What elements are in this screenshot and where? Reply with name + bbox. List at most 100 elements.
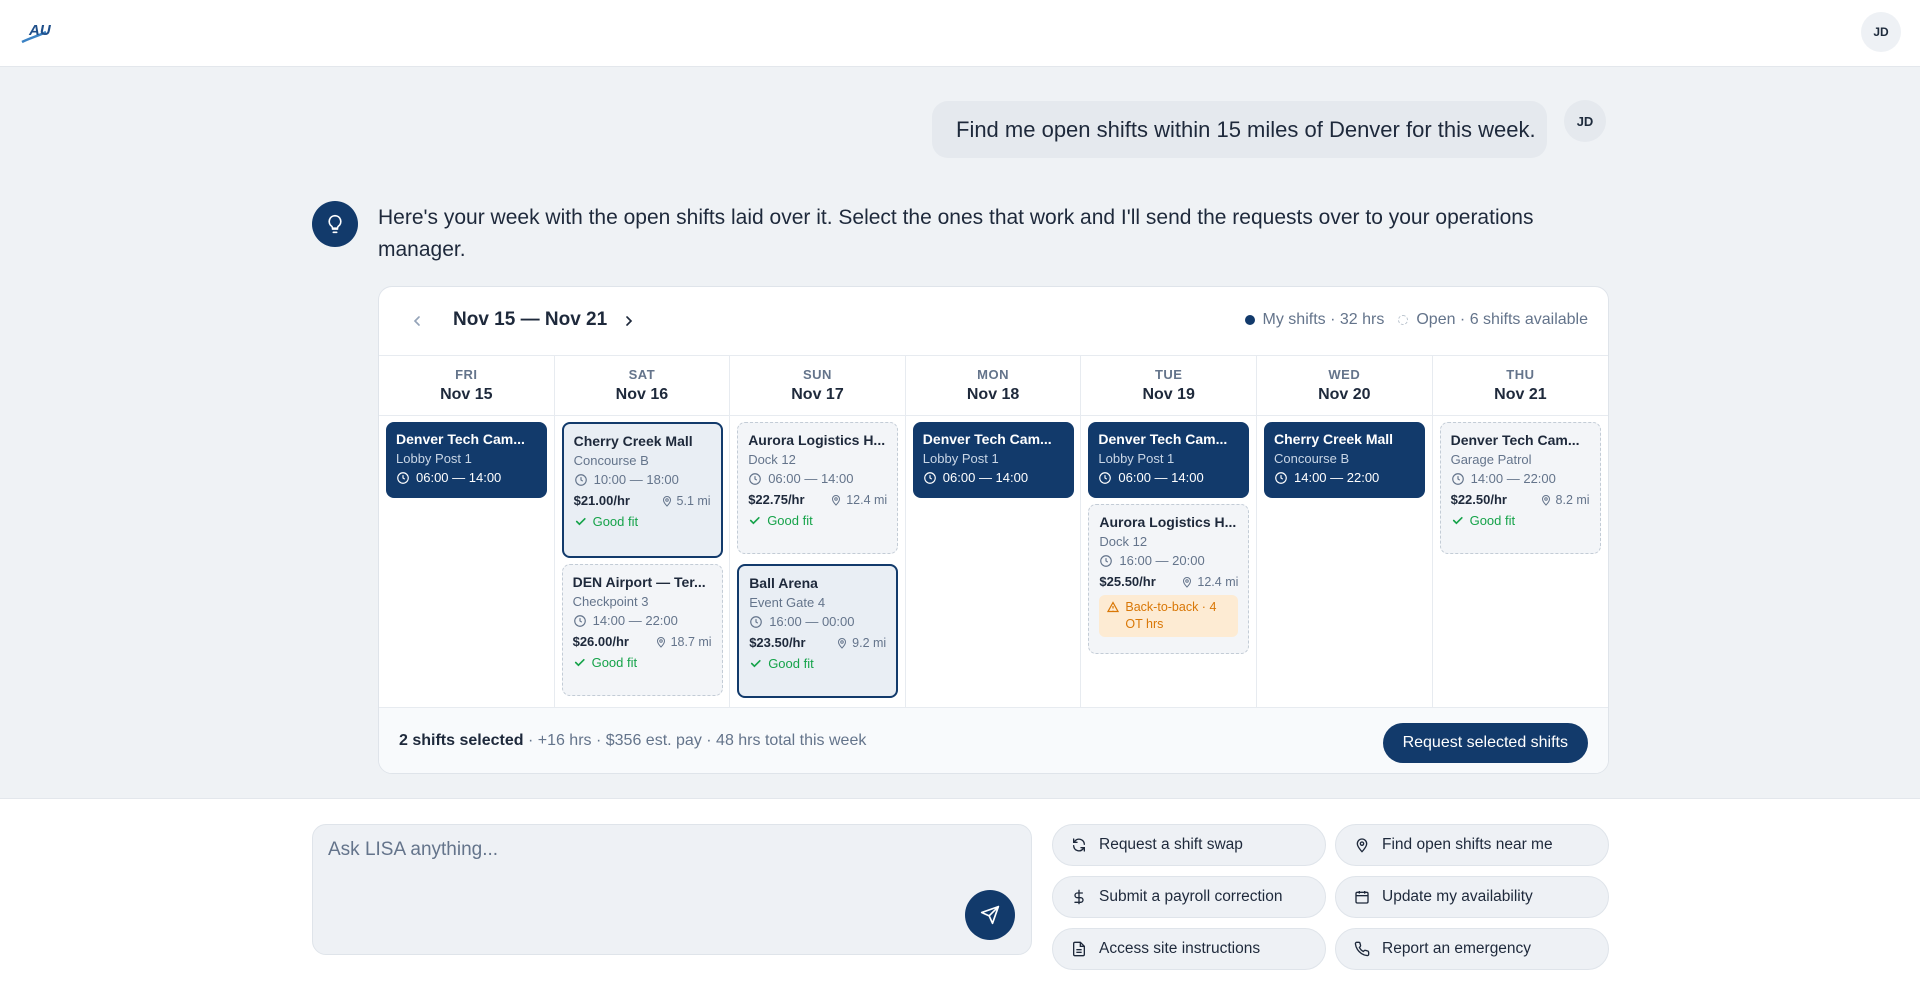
my-shift-card[interactable]: Denver Tech Cam... Lobby Post 1 06:00 — …	[912, 422, 1074, 498]
my-shift-card[interactable]: Denver Tech Cam... Lobby Post 1 06:00 — …	[386, 422, 547, 498]
composer-area: Request a shift swap Find open shifts ne…	[0, 798, 1920, 989]
day-column-thu: THU Nov 21 Denver Tech Cam... Garage Pat…	[1432, 356, 1608, 708]
chat-input[interactable]	[328, 835, 928, 865]
day-date: Nov 16	[615, 386, 669, 403]
overtime-warning: Back-to-back · 4 OT hrs	[1099, 595, 1239, 637]
day-of-week: MON	[977, 367, 1010, 382]
shift-time-text: 14:00 — 22:00	[592, 613, 678, 628]
shift-distance: 8.2 mi	[1540, 493, 1590, 507]
shift-distance-text: 12.4 mi	[1197, 574, 1239, 589]
shift-title: Denver Tech Cam...	[1098, 431, 1228, 447]
shift-distance-text: 18.7 mi	[670, 634, 712, 649]
day-header: TUE Nov 19	[1081, 356, 1256, 416]
open-shift-card-selected[interactable]: Cherry Creek Mall Concourse B 10:00 — 18…	[561, 422, 723, 558]
day-column-fri: FRI Nov 15 Denver Tech Cam... Lobby Post…	[379, 356, 555, 708]
map-pin-icon	[1356, 838, 1368, 853]
day-header: SAT Nov 16	[554, 356, 730, 416]
legend-open-shifts: Open · 6 shifts available	[1416, 311, 1588, 328]
day-date: Nov 18	[966, 386, 1020, 403]
shift-title: Ball Arena	[749, 575, 818, 591]
shift-title: Cherry Creek Mall	[573, 433, 693, 449]
day-header: MON Nov 18	[905, 356, 1081, 416]
shift-distance: 18.7 mi	[655, 635, 712, 649]
fit-badge: Good fit	[573, 655, 712, 670]
fit-badge: Good fit	[749, 656, 886, 671]
fit-badge: Good fit	[574, 514, 711, 529]
svg-text:AU: AU	[28, 22, 52, 39]
my-shift-card[interactable]: Cherry Creek Mall Concourse B 14:00 — 22…	[1264, 422, 1425, 498]
day-header: THU Nov 21	[1432, 356, 1608, 416]
calendar-footer: 2 shifts selected · +16 hrs · $356 est. …	[379, 707, 1608, 773]
chip-site-instructions[interactable]: Access site instructions	[1052, 928, 1326, 970]
day-date: Nov 20	[1318, 386, 1371, 403]
open-shift-card-selected[interactable]: Ball Arena Event Gate 4 16:00 — 00:00 $2…	[737, 564, 899, 698]
next-week-button[interactable]	[615, 307, 643, 335]
user-avatar[interactable]: JD	[1861, 12, 1901, 52]
week-range: Nov 15 — Nov 21	[453, 309, 608, 330]
chip-request-shift-swap[interactable]: Request a shift swap	[1052, 824, 1326, 866]
chip-label: Report an emergency	[1382, 940, 1532, 957]
chip-report-emergency[interactable]: Report an emergency	[1335, 928, 1609, 970]
map-pin-icon	[832, 494, 841, 506]
shift-distance: 12.4 mi	[830, 493, 887, 507]
shift-time: 14:00 — 22:00	[573, 613, 712, 628]
shift-pay: $22.75/hr	[748, 492, 805, 507]
shift-time: 14:00 — 22:00	[1451, 471, 1590, 486]
open-shift-card[interactable]: Denver Tech Cam... Garage Patrol 14:00 —…	[1439, 422, 1601, 554]
open-shift-card[interactable]: Aurora Logistics H... Dock 12 16:00 — 20…	[1088, 504, 1250, 654]
send-button[interactable]	[965, 890, 1015, 940]
shift-distance: 9.2 mi	[836, 636, 886, 650]
shift-time-text: 06:00 — 14:00	[1118, 470, 1204, 485]
shift-location: Lobby Post 1	[922, 451, 999, 466]
legend-my-shifts: My shifts · 32 hrs	[1262, 311, 1385, 328]
clock-icon	[923, 471, 936, 484]
shift-pay: $23.50/hr	[749, 635, 806, 650]
shift-time-text: 06:00 — 14:00	[416, 470, 502, 485]
chip-label: Request a shift swap	[1099, 836, 1243, 853]
warning-icon	[1107, 601, 1120, 613]
clock-icon	[1099, 471, 1112, 484]
shift-location: Event Gate 4	[749, 595, 826, 610]
map-pin-icon	[838, 637, 847, 649]
map-pin-icon	[656, 636, 665, 648]
open-shifts-dot	[1398, 315, 1409, 325]
shift-distance-text: 5.1 mi	[676, 493, 711, 508]
chip-update-availability[interactable]: Update my availability	[1335, 876, 1609, 918]
logo-icon[interactable]: AU	[20, 18, 60, 46]
open-shift-card[interactable]: DEN Airport — Ter... Checkpoint 3 14:00 …	[561, 564, 723, 696]
day-column-mon: MON Nov 18 Denver Tech Cam... Lobby Post…	[905, 356, 1082, 708]
fit-text: Good fit	[1469, 513, 1516, 528]
day-column-sat: SAT Nov 16 Cherry Creek Mall Concourse B…	[554, 356, 731, 708]
shift-time-text: 14:00 — 22:00	[1470, 471, 1556, 486]
week-grid: FRI Nov 15 Denver Tech Cam... Lobby Post…	[379, 355, 1608, 708]
chip-find-open-shifts[interactable]: Find open shifts near me	[1335, 824, 1609, 866]
user-message: Find me open shifts within 15 miles of D…	[932, 101, 1547, 158]
request-selected-shifts-button[interactable]: Request selected shifts	[1382, 723, 1588, 763]
fit-text: Good fit	[591, 655, 638, 670]
shift-pay-row: $26.00/hr 18.7 mi	[573, 634, 712, 649]
assistant-message: Here's your week with the open shifts la…	[378, 206, 1534, 261]
check-icon	[750, 516, 760, 525]
clock-icon	[1100, 554, 1113, 567]
shift-time: 16:00 — 20:00	[1099, 553, 1238, 568]
clock-icon	[1275, 471, 1287, 484]
prev-week-button[interactable]	[403, 307, 431, 335]
lightbulb-icon	[328, 214, 342, 234]
day-of-week: WED	[1328, 367, 1361, 382]
chip-payroll-correction[interactable]: Submit a payroll correction	[1052, 876, 1326, 918]
shift-time-text: 10:00 — 18:00	[593, 472, 679, 487]
warning-text: Back-to-back · 4 OT hrs	[1125, 600, 1217, 631]
shift-pay: $22.50/hr	[1450, 492, 1507, 507]
clock-icon	[750, 615, 763, 628]
map-pin-icon	[662, 495, 671, 507]
day-of-week: TUE	[1154, 367, 1183, 382]
shift-title: Denver Tech Cam...	[396, 431, 525, 447]
day-column-sun: SUN Nov 17 Aurora Logistics H... Dock 12…	[730, 356, 906, 708]
my-shift-card[interactable]: Denver Tech Cam... Lobby Post 1 06:00 — …	[1088, 422, 1250, 498]
shift-time: 06:00 — 14:00	[1098, 470, 1239, 485]
shift-pay-row: $22.50/hr 8.2 mi	[1451, 492, 1590, 507]
shift-time: 14:00 — 22:00	[1274, 470, 1415, 485]
open-shift-card[interactable]: Aurora Logistics H... Dock 12 06:00 — 14…	[737, 422, 899, 554]
dollar-icon	[1074, 889, 1084, 905]
fit-text: Good fit	[767, 513, 813, 528]
